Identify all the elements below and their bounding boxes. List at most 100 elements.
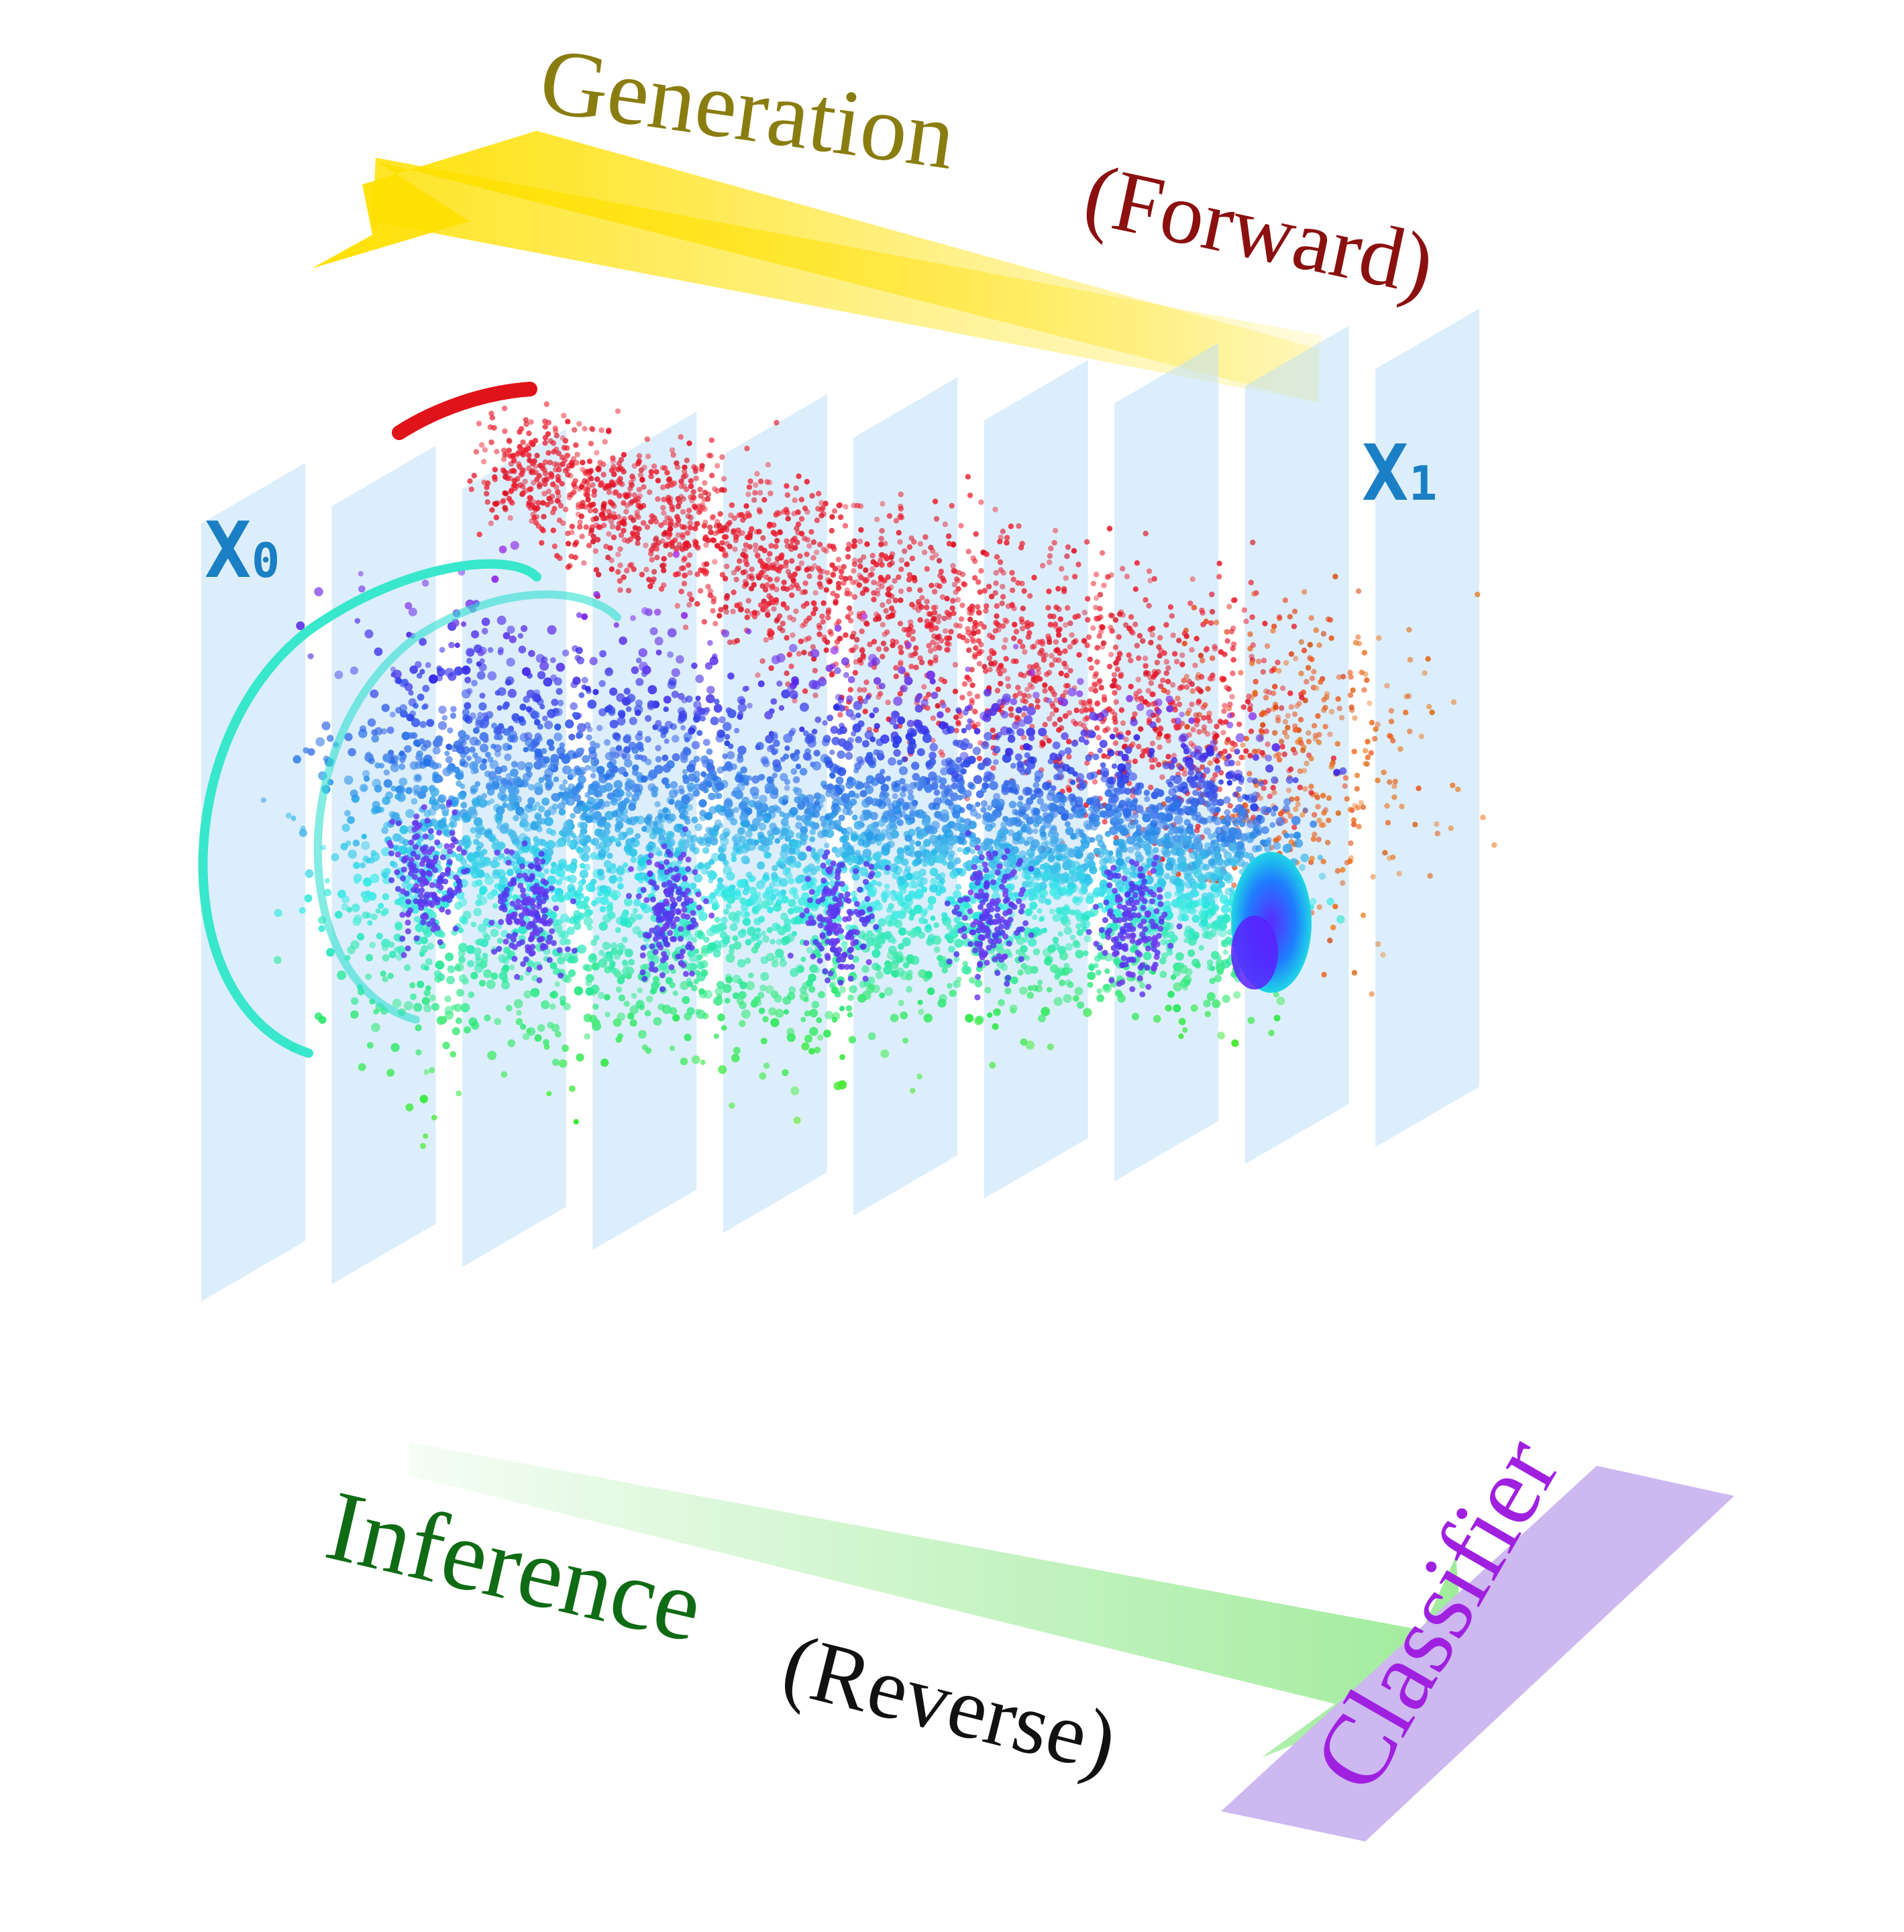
red-particle bbox=[740, 517, 746, 523]
red-particle bbox=[1392, 778, 1398, 785]
cyan-particle bbox=[528, 784, 535, 791]
red-particle bbox=[565, 541, 572, 547]
cyan-particle bbox=[502, 703, 509, 710]
red-particle bbox=[780, 585, 786, 592]
red-particle bbox=[939, 637, 945, 644]
red-particle bbox=[733, 576, 739, 583]
cyan-particle bbox=[739, 1020, 746, 1028]
red-particle bbox=[799, 589, 806, 596]
red-particle bbox=[1037, 676, 1043, 682]
red-particle bbox=[501, 405, 508, 411]
red-particle bbox=[1201, 715, 1207, 721]
red-particle bbox=[770, 562, 776, 568]
red-particle bbox=[1285, 788, 1292, 794]
cyan-particle bbox=[789, 643, 798, 653]
red-particle bbox=[876, 646, 882, 652]
red-particle bbox=[788, 663, 794, 669]
red-particle bbox=[827, 578, 833, 584]
red-particle bbox=[789, 558, 795, 564]
red-particle bbox=[685, 513, 691, 519]
red-particle bbox=[714, 543, 721, 549]
red-particle bbox=[1199, 764, 1206, 770]
cyan-particle bbox=[1273, 1014, 1281, 1022]
red-particle bbox=[500, 456, 507, 462]
red-particle bbox=[1157, 744, 1163, 751]
red-particle bbox=[523, 421, 529, 427]
red-particle bbox=[874, 591, 881, 597]
red-particle bbox=[651, 463, 657, 470]
red-particle bbox=[1171, 651, 1178, 657]
cyan-particle bbox=[869, 736, 876, 743]
cyan-particle bbox=[1283, 833, 1290, 839]
red-particle bbox=[1170, 632, 1176, 639]
red-particle bbox=[845, 546, 851, 552]
red-particle bbox=[1214, 758, 1220, 764]
cyan-particle bbox=[653, 608, 662, 616]
red-particle bbox=[591, 492, 597, 498]
red-particle bbox=[850, 580, 856, 586]
cyan-particle bbox=[371, 1022, 380, 1032]
red-particle bbox=[528, 439, 535, 445]
red-particle bbox=[577, 524, 583, 530]
red-particle bbox=[752, 542, 759, 548]
red-particle bbox=[1169, 613, 1175, 619]
red-particle bbox=[1000, 570, 1006, 576]
red-particle bbox=[1340, 674, 1346, 680]
red-particle bbox=[539, 540, 545, 546]
red-particle bbox=[820, 619, 826, 625]
red-particle bbox=[660, 504, 666, 511]
red-particle bbox=[861, 687, 867, 693]
red-particle bbox=[1232, 741, 1238, 748]
red-particle bbox=[806, 543, 812, 549]
cyan-particle bbox=[1187, 949, 1196, 957]
cyan-particle bbox=[682, 774, 688, 780]
red-particle bbox=[1108, 651, 1114, 657]
red-particle bbox=[1199, 607, 1205, 614]
red-particle bbox=[635, 514, 641, 521]
red-particle bbox=[600, 472, 606, 478]
red-particle bbox=[648, 469, 655, 475]
red-particle bbox=[638, 467, 645, 474]
red-particle bbox=[755, 553, 761, 559]
red-particle bbox=[883, 608, 889, 614]
red-particle bbox=[718, 606, 724, 613]
red-particle bbox=[1149, 741, 1156, 747]
cyan-particle bbox=[977, 762, 986, 771]
red-particle bbox=[526, 500, 532, 506]
red-particle bbox=[655, 539, 662, 546]
red-particle bbox=[1364, 677, 1370, 684]
red-particle bbox=[1220, 729, 1226, 736]
red-particle bbox=[549, 493, 556, 500]
red-particle bbox=[674, 460, 680, 466]
cyan-particle bbox=[922, 733, 932, 743]
red-particle bbox=[1132, 758, 1139, 765]
red-particle bbox=[666, 476, 672, 482]
red-particle bbox=[1347, 806, 1353, 813]
red-particle bbox=[774, 419, 780, 426]
red-particle bbox=[1265, 708, 1271, 714]
red-particle bbox=[810, 539, 817, 545]
cyan-particle bbox=[1182, 1027, 1188, 1033]
red-particle bbox=[908, 663, 914, 669]
red-particle bbox=[1008, 523, 1014, 529]
red-particle bbox=[1088, 665, 1094, 671]
red-particle bbox=[1059, 566, 1065, 572]
red-particle bbox=[1248, 729, 1255, 735]
cyan-particle bbox=[464, 702, 472, 710]
red-particle bbox=[1169, 682, 1176, 688]
red-particle bbox=[492, 476, 498, 482]
red-particle bbox=[930, 715, 937, 721]
red-particle bbox=[1388, 718, 1395, 724]
red-particle bbox=[1321, 810, 1327, 816]
red-particle bbox=[692, 525, 698, 531]
red-particle bbox=[1287, 690, 1293, 696]
red-particle bbox=[879, 583, 885, 590]
red-particle bbox=[1183, 633, 1189, 639]
red-particle bbox=[680, 565, 686, 571]
cyan-particle bbox=[375, 908, 381, 914]
red-particle bbox=[756, 506, 762, 513]
red-particle bbox=[751, 610, 758, 616]
cyan-particle bbox=[927, 987, 935, 996]
red-particle bbox=[1334, 741, 1341, 747]
red-particle bbox=[972, 708, 978, 715]
